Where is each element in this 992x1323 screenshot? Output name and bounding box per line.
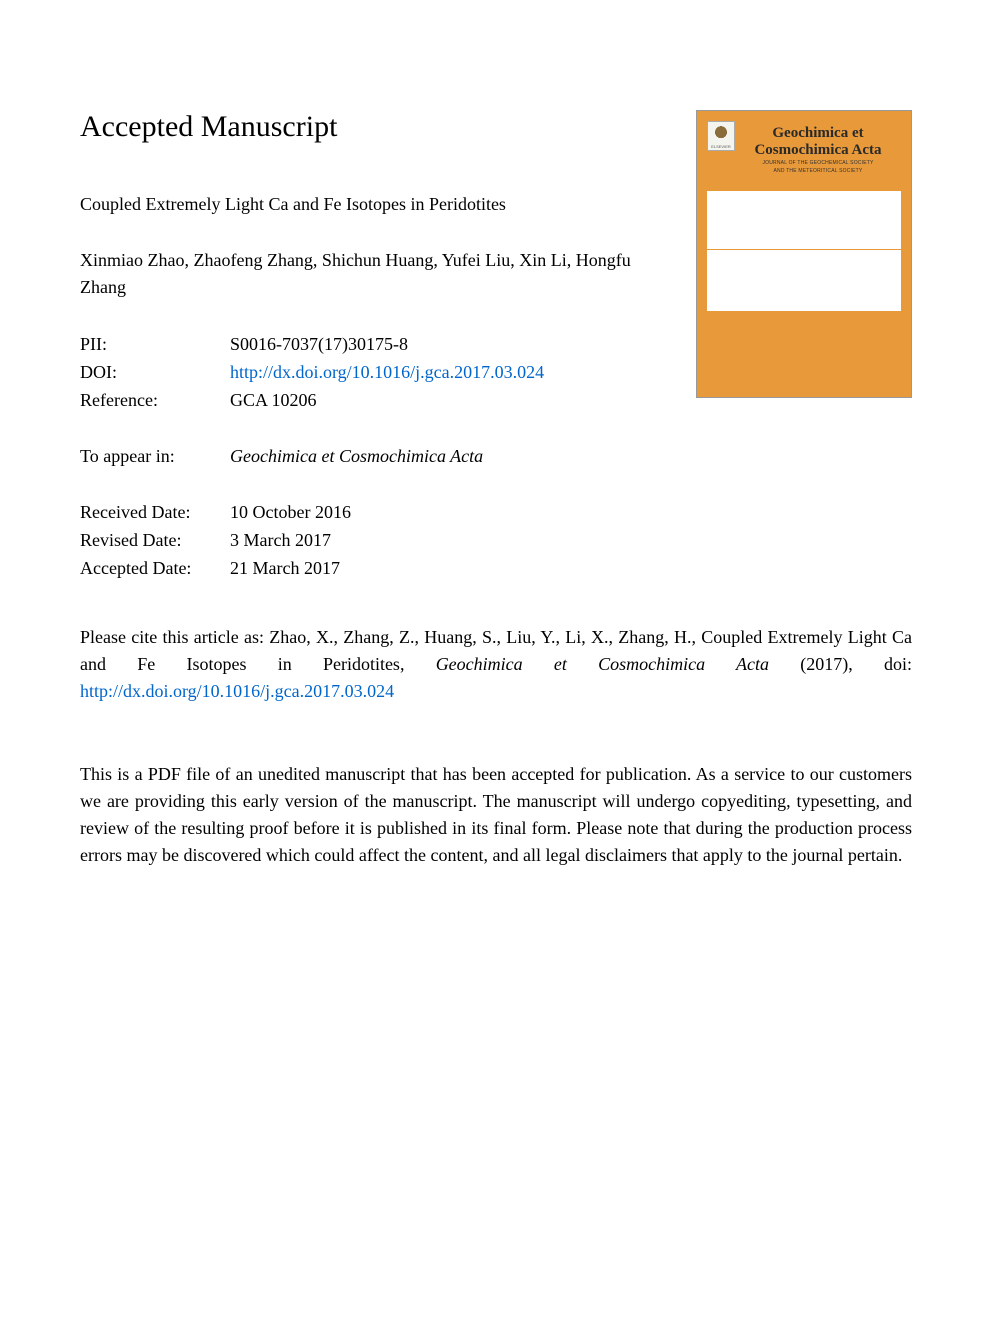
doi-value: http://dx.doi.org/10.1016/j.gca.2017.03.… bbox=[230, 359, 544, 387]
cover-journal-line1: Geochimica et bbox=[725, 125, 911, 142]
citation-mid: (2017), doi: bbox=[769, 654, 912, 674]
cover-journal-line2: Cosmochimica Acta bbox=[725, 142, 911, 159]
received-value: 10 October 2016 bbox=[230, 499, 351, 527]
pii-value: S0016-7037(17)30175-8 bbox=[230, 331, 408, 359]
doi-link[interactable]: http://dx.doi.org/10.1016/j.gca.2017.03.… bbox=[230, 362, 544, 382]
meta-row-revised: Revised Date: 3 March 2017 bbox=[80, 527, 912, 555]
citation-doi-link[interactable]: http://dx.doi.org/10.1016/j.gca.2017.03.… bbox=[80, 681, 394, 701]
reference-value: GCA 10206 bbox=[230, 387, 317, 415]
accepted-value: 21 March 2017 bbox=[230, 555, 340, 583]
meta-row-appearin: To appear in: Geochimica et Cosmochimica… bbox=[80, 443, 912, 471]
authors-list: Xinmiao Zhao, Zhaofeng Zhang, Shichun Hu… bbox=[80, 247, 640, 301]
pii-label: PII: bbox=[80, 331, 230, 359]
meta-block-2: To appear in: Geochimica et Cosmochimica… bbox=[80, 443, 912, 471]
appearin-value: Geochimica et Cosmochimica Acta bbox=[230, 443, 483, 471]
appearin-label: To appear in: bbox=[80, 443, 230, 471]
citation-block: Please cite this article as: Zhao, X., Z… bbox=[80, 624, 912, 705]
manuscript-page: ELSEVIER Geochimica et Cosmochimica Acta… bbox=[0, 0, 992, 869]
revised-value: 3 March 2017 bbox=[230, 527, 331, 555]
meta-block-3: Received Date: 10 October 2016 Revised D… bbox=[80, 499, 912, 583]
cover-subtitle-2: AND THE METEORITICAL SOCIETY bbox=[725, 168, 911, 174]
reference-label: Reference: bbox=[80, 387, 230, 415]
doi-label: DOI: bbox=[80, 359, 230, 387]
meta-row-accepted: Accepted Date: 21 March 2017 bbox=[80, 555, 912, 583]
cover-title-block: Geochimica et Cosmochimica Acta JOURNAL … bbox=[697, 125, 911, 174]
meta-row-received: Received Date: 10 October 2016 bbox=[80, 499, 912, 527]
revised-label: Revised Date: bbox=[80, 527, 230, 555]
citation-journal: Geochimica et Cosmochimica Acta bbox=[436, 654, 769, 674]
accepted-label: Accepted Date: bbox=[80, 555, 230, 583]
cover-subtitle-1: JOURNAL OF THE GEOCHEMICAL SOCIETY bbox=[725, 160, 911, 166]
journal-cover: ELSEVIER Geochimica et Cosmochimica Acta… bbox=[696, 110, 912, 398]
received-label: Received Date: bbox=[80, 499, 230, 527]
disclaimer-text: This is a PDF file of an unedited manusc… bbox=[80, 761, 912, 869]
cover-white-panel bbox=[707, 191, 901, 311]
